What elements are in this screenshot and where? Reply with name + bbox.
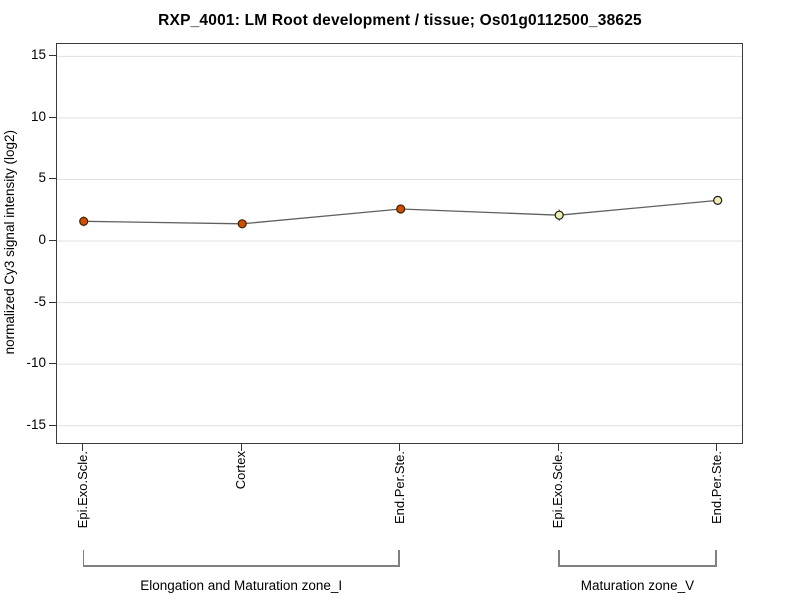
bracket-end — [558, 550, 560, 567]
y-tick-mark — [49, 363, 56, 365]
data-point — [79, 216, 89, 226]
x-tick-mark — [399, 443, 401, 451]
plot-area — [56, 43, 743, 444]
bracket-line — [82, 565, 400, 567]
bracket-end — [398, 550, 400, 567]
y-tick-label: -15 — [26, 416, 46, 432]
x-tick-label: Cortex — [233, 451, 249, 490]
x-tick-label: Epi.Exo.Scle. — [74, 451, 90, 529]
y-tick-mark — [49, 178, 56, 180]
x-tick-mark — [716, 443, 718, 451]
group-label: Maturation zone_V — [580, 578, 695, 593]
x-tick-mark — [82, 443, 84, 451]
x-tick-mark — [240, 443, 242, 451]
y-tick-label: 15 — [30, 47, 46, 63]
group-label: Elongation and Maturation zone_I — [140, 578, 343, 593]
x-tick-mark — [557, 443, 559, 451]
y-tick-mark — [49, 240, 56, 242]
data-point — [713, 195, 723, 205]
y-tick-label: 5 — [38, 170, 46, 186]
plot-canvas — [57, 55, 742, 427]
y-tick-mark — [49, 424, 56, 426]
y-tick-label: -5 — [33, 293, 46, 309]
y-tick-mark — [49, 301, 56, 303]
bracket-line — [558, 565, 717, 567]
data-point — [396, 204, 406, 214]
y-tick-label: 10 — [30, 108, 46, 124]
data-point — [237, 219, 247, 229]
bracket-end — [715, 550, 717, 567]
y-tick-label: 0 — [38, 232, 46, 248]
x-tick-label: Epi.Exo.Scle. — [550, 451, 566, 529]
bracket-end — [82, 550, 85, 567]
chart-title: RXP_4001: LM Root development / tissue; … — [158, 12, 642, 29]
x-tick-label: End.Per.Ste. — [391, 451, 407, 524]
x-tick-label: End.Per.Ste. — [708, 451, 724, 524]
y-tick-mark — [49, 116, 56, 118]
data-point — [554, 210, 564, 220]
y-tick-mark — [49, 55, 56, 57]
y-tick-label: -10 — [26, 355, 46, 371]
